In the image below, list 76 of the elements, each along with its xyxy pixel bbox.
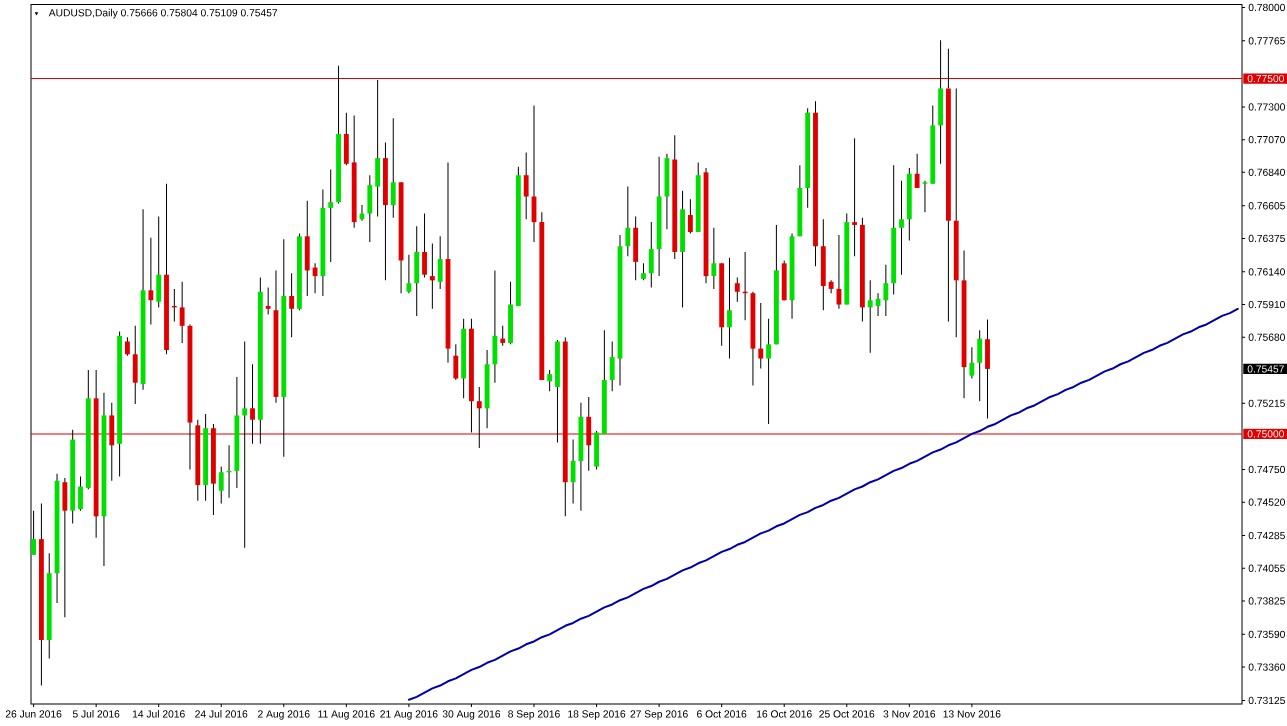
- candlestick: [711, 227, 717, 290]
- y-tick-label: 0.74520: [1248, 498, 1285, 506]
- y-tick-label: 0.74055: [1248, 564, 1285, 572]
- x-tick-label: 24 Jul 2016: [195, 710, 248, 718]
- x-tick-label: 30 Aug 2016: [442, 710, 501, 720]
- candlestick: [78, 476, 83, 512]
- text: 0.75457: [1247, 365, 1284, 373]
- candlestick: [500, 325, 506, 347]
- ref-line-label: 0.77500: [1247, 74, 1284, 83]
- candlestick: [758, 302, 764, 370]
- candlestick: [148, 237, 154, 325]
- candlestick: [570, 439, 576, 505]
- x-tick-label: 11 Aug 2016: [318, 710, 375, 720]
- candlestick: [953, 87, 959, 338]
- x-tick-label: 26 Jun 2016: [5, 710, 62, 718]
- candlestick: [766, 318, 771, 425]
- candlestick: [609, 341, 615, 392]
- y-tick-label: 0.78000: [1248, 3, 1285, 12]
- y-tick-label: 0.74285: [1248, 531, 1285, 540]
- y-tick-label: 0.75910: [1248, 300, 1285, 309]
- x-tick-label: 5 Jul 2016: [72, 710, 120, 718]
- candlestick: [852, 137, 857, 257]
- candlestick: [289, 272, 295, 338]
- candlestick: [453, 343, 459, 381]
- y-tick-label: 0.75215: [1248, 399, 1285, 407]
- candlestick: [523, 151, 529, 220]
- x-tick-label: 6 Oct 2016: [697, 710, 747, 718]
- candlestick: [390, 117, 396, 219]
- y-tick-label: 0.73590: [1248, 630, 1285, 638]
- candlestick: [406, 254, 412, 294]
- y-tick-label: 0.76140: [1248, 268, 1285, 276]
- candlestick: [922, 180, 928, 213]
- y-tick-label: 0.74750: [1248, 465, 1285, 474]
- candlestick: [422, 213, 427, 279]
- candlestick: [828, 279, 834, 294]
- candlestick: [281, 238, 287, 458]
- x-tick-label: 27 Sep 2016: [630, 710, 688, 720]
- candlestick: [242, 341, 248, 549]
- x-tick-label: 25 Oct 2016: [819, 710, 875, 718]
- x-tick-label: 18 Sep 2016: [568, 710, 626, 720]
- candlestick: [179, 281, 185, 344]
- candlestick: [727, 257, 732, 360]
- y-tick-label: 0.77765: [1248, 37, 1285, 45]
- candlestick: [547, 369, 553, 392]
- y-tick-label: 0.73125: [1248, 696, 1285, 705]
- x-tick-label: 2 Aug 2016: [258, 710, 310, 720]
- y-tick-label: 0.73825: [1248, 597, 1285, 605]
- candlestick: [687, 198, 693, 234]
- y-tick-label: 0.76375: [1248, 234, 1285, 243]
- y-tick-label: 0.76605: [1248, 202, 1285, 210]
- x-tick-label: 13 Nov 2016: [943, 710, 1001, 718]
- ref-line-label: 0.75000: [1247, 430, 1284, 438]
- candlestick: [437, 235, 443, 290]
- candlestick: [328, 169, 334, 263]
- y-tick-label: 0.76840: [1248, 168, 1285, 176]
- y-tick-label: 0.73360: [1248, 663, 1285, 671]
- candlestick: [899, 180, 904, 276]
- x-tick-label: 8 Sep 2016: [508, 710, 560, 720]
- candlestick: [914, 153, 920, 189]
- y-tick-label: 0.77300: [1248, 103, 1285, 111]
- x-tick-label: 21 Aug 2016: [380, 710, 438, 720]
- x-tick-label: 16 Oct 2016: [757, 710, 812, 718]
- candlestick: [969, 346, 975, 379]
- candlestick: [124, 336, 130, 357]
- candlestick: [734, 277, 740, 303]
- candlestick: [867, 279, 873, 354]
- candlestick: [429, 242, 435, 310]
- y-tick-label: 0.77070: [1248, 136, 1285, 144]
- x-tick-label: 3 Nov 2016: [883, 710, 936, 718]
- candlestick: [625, 186, 631, 257]
- chart-title: AUDUSD,Daily 0.75666 0.75804 0.75109 0.75457: [48, 8, 278, 19]
- candlestick: [883, 264, 889, 317]
- y-tick-label: 0.75680: [1248, 333, 1285, 341]
- candlestick: [265, 286, 271, 315]
- candlestick: [218, 466, 224, 505]
- x-tick-label: 14 Jul 2016: [132, 710, 185, 718]
